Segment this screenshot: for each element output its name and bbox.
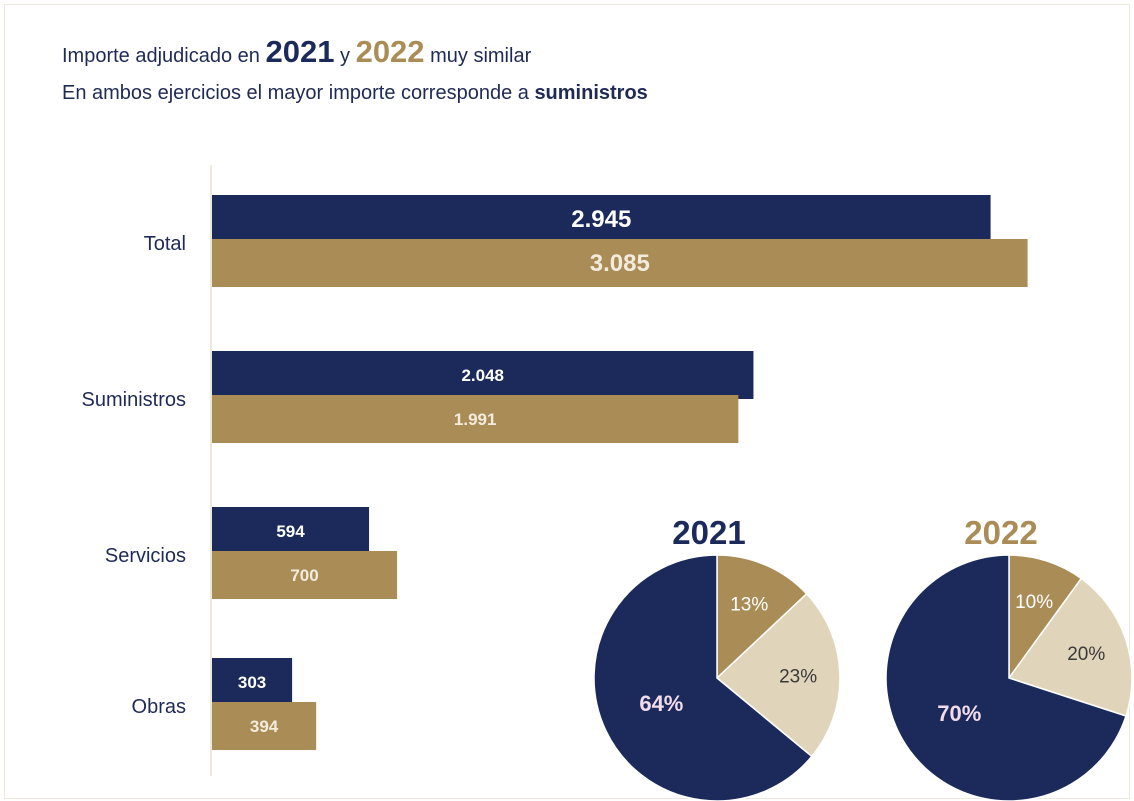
bar-value-label-total-2021: 2.945 xyxy=(571,206,631,233)
headline-line2-prefix: En ambos ejercicios el mayor importe cor… xyxy=(62,82,529,104)
headline-year-2022: 2022 xyxy=(355,34,425,69)
pie-2021-label-2: 23% xyxy=(779,666,817,687)
bar-value-label-servicios-2021: 594 xyxy=(276,522,305,541)
bar-suministros-2021 xyxy=(212,351,754,399)
pie-2022-slice-2 xyxy=(1007,577,1133,717)
headline-year-2021: 2021 xyxy=(265,34,335,69)
bar-value-label-servicios-2022: 700 xyxy=(290,566,318,585)
pie-2021-slice-2 xyxy=(715,592,841,758)
category-label-obras: Obras xyxy=(132,696,186,718)
bar-value-label-obras-2021: 303 xyxy=(238,673,266,692)
bar-suministros-2022 xyxy=(212,395,739,443)
headline-suffix: muy similar xyxy=(430,45,532,67)
chart-frame xyxy=(4,4,1130,799)
pie-2022-label-3: 70% xyxy=(937,701,981,726)
bar-value-label-suministros-2022: 1.991 xyxy=(454,410,497,429)
pie-2021-label-3: 64% xyxy=(639,691,683,716)
headline-highlight: suministros xyxy=(534,82,648,104)
bar-servicios-2022 xyxy=(212,551,398,599)
bar-total-2021 xyxy=(212,195,991,243)
category-label-servicios: Servicios xyxy=(105,545,186,567)
pie-2021-label-1: 13% xyxy=(730,594,768,615)
pie-2021-slice-1 xyxy=(716,554,808,680)
category-label-total: Total xyxy=(144,233,186,255)
bar-value-label-obras-2022: 394 xyxy=(250,717,279,736)
pie-2021-slice-3 xyxy=(593,554,813,801)
headline-connector: y xyxy=(340,45,351,67)
pie-title-2021: 2021 xyxy=(672,514,745,551)
headline-line-1: Importe adjudicado en 2021 y 2022 muy si… xyxy=(62,34,531,70)
pie-2022-slice-3 xyxy=(885,554,1127,801)
pie-2022-slice-1 xyxy=(1008,554,1083,681)
headline-prefix: Importe adjudicado en xyxy=(62,45,260,67)
pie-2022-label-1: 10% xyxy=(1015,592,1053,613)
bar-obras-2022 xyxy=(212,702,317,750)
bar-obras-2021 xyxy=(212,658,293,706)
headline-line-2: En ambos ejercicios el mayor importe cor… xyxy=(62,82,648,105)
bar-value-label-total-2022: 3.085 xyxy=(590,250,650,277)
category-label-suministros: Suministros xyxy=(82,389,186,411)
bar-total-2022 xyxy=(212,239,1028,287)
bar-value-label-suministros-2021: 2.048 xyxy=(461,366,504,385)
pie-2022-label-2: 20% xyxy=(1067,644,1105,665)
pie-title-2022: 2022 xyxy=(964,514,1037,551)
bar-servicios-2021 xyxy=(212,507,370,555)
